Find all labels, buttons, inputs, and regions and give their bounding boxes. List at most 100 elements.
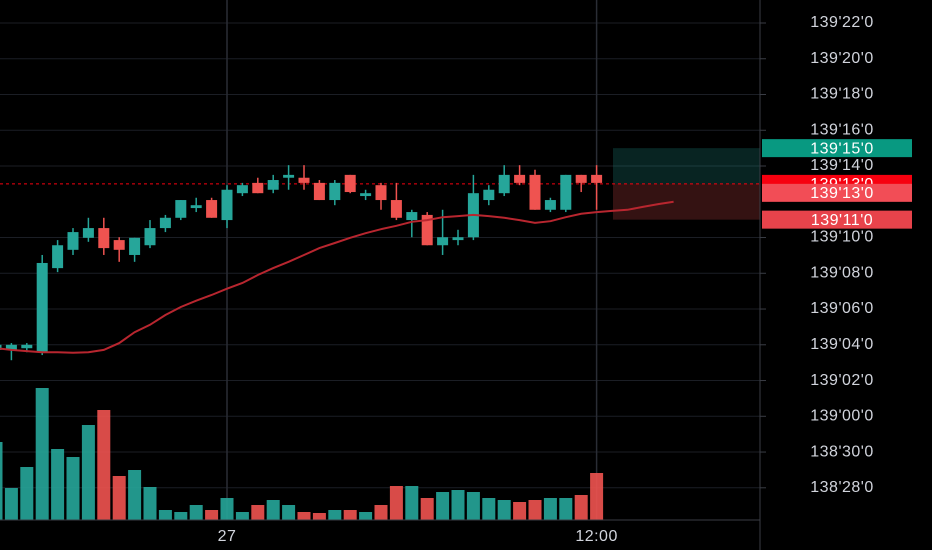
y-tick-label: 139'08'0 xyxy=(810,264,874,281)
loss-zone xyxy=(613,183,760,220)
candle-body xyxy=(560,174,572,210)
volume-bar xyxy=(497,500,511,520)
volume-bar xyxy=(528,500,542,520)
price-label: 139'13'0 xyxy=(810,185,874,202)
candle-body xyxy=(437,237,449,246)
volume-bar xyxy=(590,473,604,520)
y-tick-label: 138'30'0 xyxy=(810,443,874,460)
candle-body xyxy=(452,237,464,241)
volume-bar xyxy=(235,512,249,520)
volume-bar xyxy=(51,449,65,520)
volume-bar xyxy=(343,510,357,520)
volume-bar xyxy=(374,505,388,520)
y-tick-label: 139'02'0 xyxy=(810,372,874,389)
volume-bar xyxy=(128,470,142,520)
candle-body xyxy=(298,177,310,183)
y-tick-label: 139'18'0 xyxy=(810,86,874,103)
grid xyxy=(0,0,760,520)
y-tick-label: 139'06'0 xyxy=(810,300,874,317)
candle-body xyxy=(344,174,356,193)
candle-body xyxy=(390,200,402,218)
volume-bar xyxy=(482,498,496,520)
y-tick-label: 139'00'0 xyxy=(810,408,874,425)
x-tick-label: 12:00 xyxy=(575,528,618,545)
price-label: 139'11'0 xyxy=(811,212,873,229)
volume-bar xyxy=(574,495,588,520)
volume-bar xyxy=(20,467,34,520)
volume-bar xyxy=(359,512,373,520)
volume-bar xyxy=(66,457,80,520)
volume-bar xyxy=(81,425,95,520)
candle-body xyxy=(514,174,526,183)
candle-body xyxy=(267,180,279,190)
candle-body xyxy=(360,193,372,197)
candle-body xyxy=(529,174,541,210)
y-tick-label: 139'16'0 xyxy=(810,121,874,138)
volume-bar xyxy=(0,442,3,520)
y-tick-label: 139'14'0 xyxy=(810,157,874,174)
x-tick-label: 27 xyxy=(218,528,237,545)
candle-body xyxy=(129,237,141,255)
volume-bar xyxy=(466,492,480,520)
volume-bar xyxy=(205,510,219,520)
price-label-bg xyxy=(762,139,912,158)
candle-body xyxy=(421,214,433,246)
volume-bar xyxy=(312,513,326,520)
volume-bar xyxy=(559,498,573,520)
candle-body xyxy=(498,174,510,194)
volume-bar xyxy=(97,410,111,520)
candle-body xyxy=(5,344,17,350)
candle-body xyxy=(575,174,587,183)
y-tick-label: 139'10'0 xyxy=(810,229,874,246)
candle-body xyxy=(236,185,248,194)
candle-body xyxy=(36,262,48,353)
volume-bar xyxy=(174,512,188,520)
volume-bar xyxy=(436,492,450,520)
candle-body xyxy=(406,212,418,221)
candle-body xyxy=(98,228,110,249)
candle-body xyxy=(283,174,295,178)
price-axis: 139'22'0 139'20'0 139'18'0 139'16'0 139'14'0… xyxy=(760,14,912,496)
volume-bar xyxy=(451,490,465,520)
candle-body xyxy=(252,182,264,194)
candle-body xyxy=(544,200,556,210)
moving-average-line xyxy=(0,200,674,354)
y-tick-label: 138'28'0 xyxy=(810,479,874,496)
price-label-bg xyxy=(762,183,912,202)
volume-bar xyxy=(513,502,527,520)
candle-body xyxy=(0,344,2,350)
volume-bar xyxy=(328,510,342,520)
candle-body xyxy=(159,217,171,229)
y-tick-label: 139'04'0 xyxy=(810,336,874,353)
y-tick-label: 139'22'0 xyxy=(810,14,874,31)
candle-body xyxy=(52,245,64,269)
candle-body xyxy=(175,200,187,218)
candle-body xyxy=(113,240,125,250)
candle-body xyxy=(190,205,202,209)
volume-bar xyxy=(282,505,296,520)
volume-bar xyxy=(189,505,203,520)
candle-body xyxy=(483,189,495,201)
volume-bar xyxy=(420,498,434,520)
candle-body xyxy=(67,232,79,250)
volume-bar xyxy=(220,498,234,520)
price-label: 139'15'0 xyxy=(810,140,874,157)
candle-body xyxy=(313,182,325,201)
plot-area xyxy=(0,148,760,520)
volume-bar xyxy=(543,498,557,520)
candle-body xyxy=(144,228,156,246)
volume-bar xyxy=(35,388,49,520)
price-label-bg xyxy=(762,210,912,229)
volume-bar xyxy=(297,512,311,520)
candle-body xyxy=(206,200,218,218)
candle-body xyxy=(82,228,94,238)
volume-bar xyxy=(158,510,172,520)
volume-bar xyxy=(251,505,265,520)
volume-bar xyxy=(389,486,403,520)
candle-body xyxy=(329,182,341,201)
volume-bar xyxy=(266,500,280,520)
candle-body xyxy=(221,189,233,221)
